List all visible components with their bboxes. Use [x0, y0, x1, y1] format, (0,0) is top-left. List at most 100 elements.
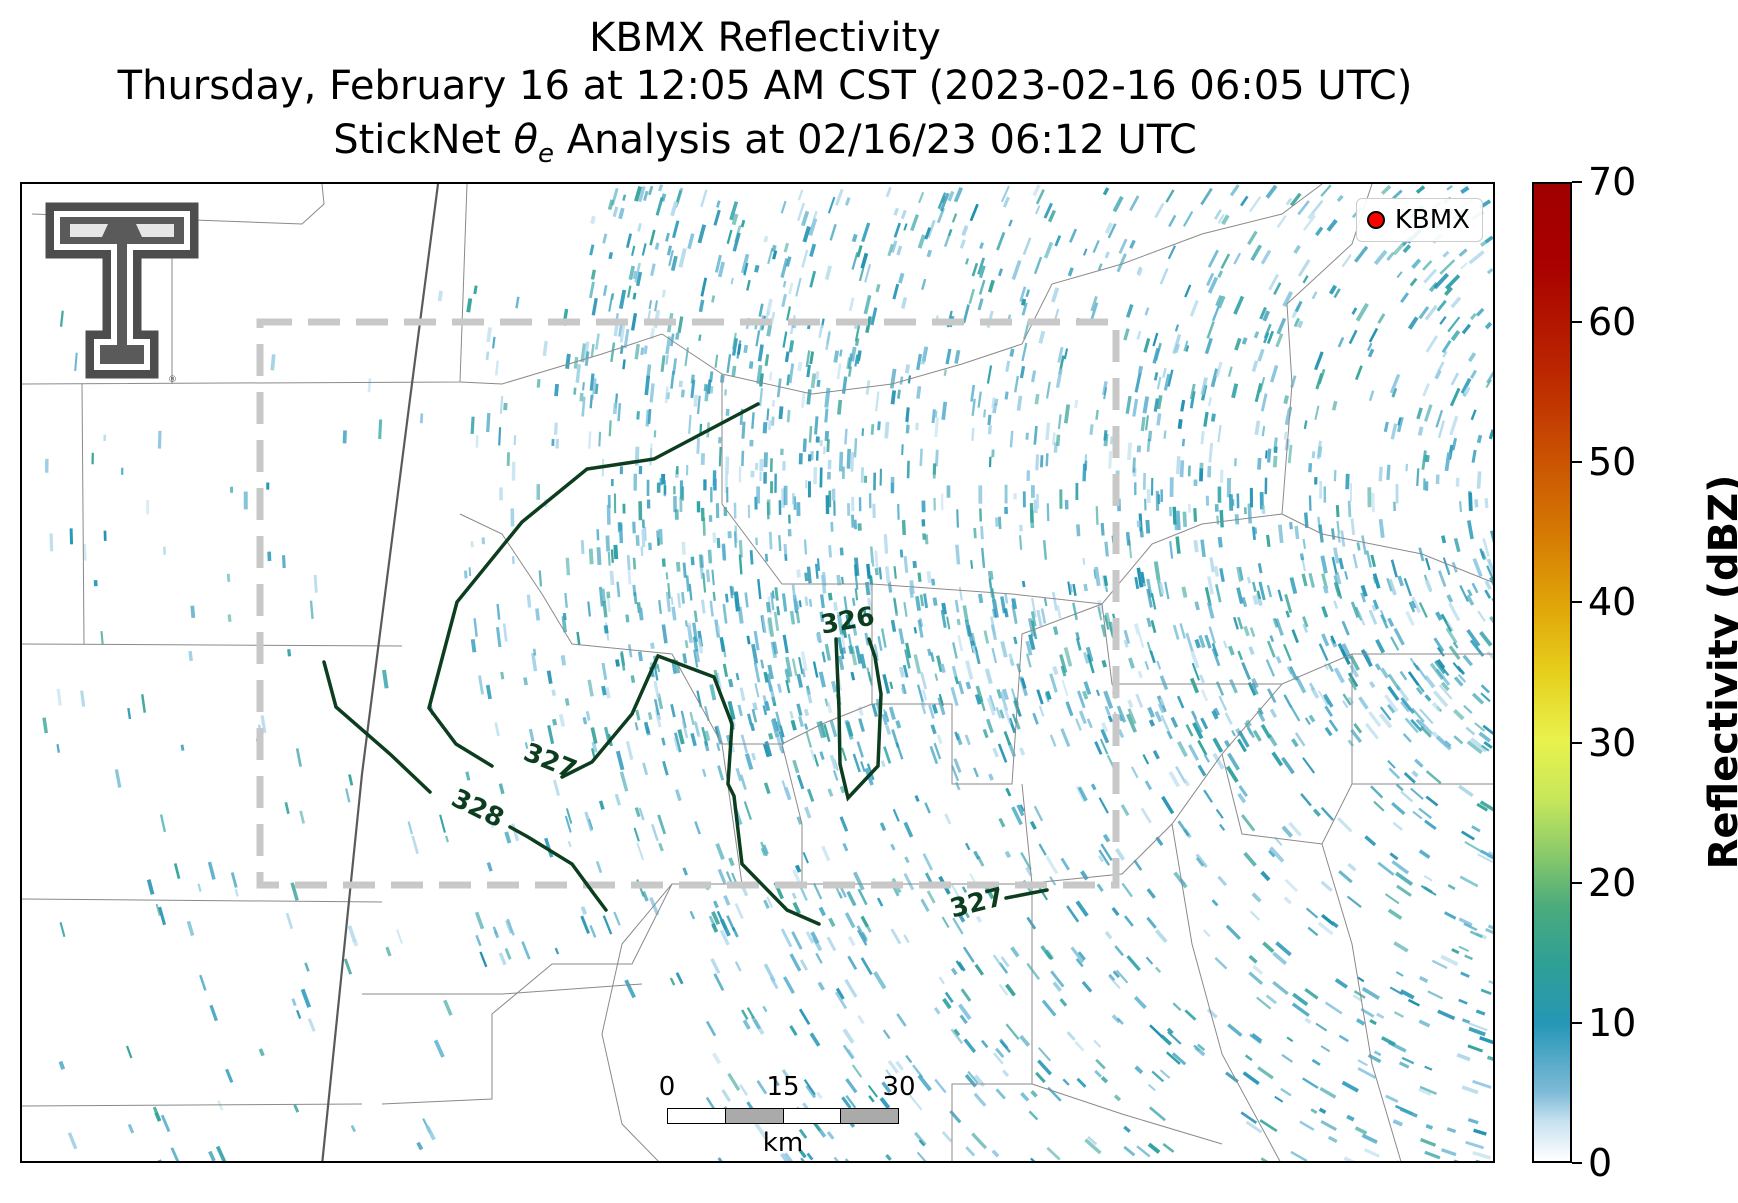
- echo-gate: [1311, 1058, 1321, 1066]
- echo-gate: [188, 650, 193, 662]
- echo-gate: [852, 871, 865, 891]
- echo-gate: [1361, 1133, 1378, 1144]
- echo-gate: [1341, 1080, 1359, 1093]
- echo-gate: [1026, 962, 1041, 981]
- echo-gate: [670, 255, 678, 272]
- echo-gate: [952, 917, 964, 935]
- echo-gate: [956, 911, 966, 923]
- echo-gate: [1305, 907, 1319, 919]
- echo-gate: [844, 197, 851, 206]
- echo-gate: [707, 549, 713, 564]
- echo-gate: [1425, 557, 1431, 571]
- echo-gate: [816, 558, 821, 572]
- echo-gate: [890, 482, 894, 494]
- echo-gate: [746, 279, 751, 291]
- echo-gate: [1248, 971, 1264, 985]
- echo-gate: [1059, 489, 1063, 509]
- echo-gate: [840, 649, 845, 660]
- echo-gate: [1123, 629, 1131, 645]
- echo-gate: [581, 396, 586, 417]
- echo-gate: [608, 420, 612, 437]
- echo-gate: [955, 733, 963, 746]
- echo-gate: [843, 596, 848, 612]
- echo-gate: [1041, 999, 1057, 1017]
- echo-gate: [610, 342, 616, 363]
- echo-gate: [798, 1149, 807, 1159]
- echo-gate: [1060, 728, 1071, 748]
- echo-gate: [708, 515, 713, 522]
- echo-gate: [823, 723, 831, 743]
- echo-gate: [1213, 565, 1220, 577]
- echo-gate: [564, 815, 572, 833]
- echo-gate: [1303, 420, 1308, 430]
- echo-gate: [656, 530, 660, 539]
- contour-328: [322, 660, 608, 912]
- echo-gate: [961, 225, 969, 237]
- echo-gate: [1203, 411, 1209, 427]
- echo-gate: [758, 388, 764, 407]
- echo-gate: [991, 449, 995, 458]
- echo-gate: [816, 379, 821, 388]
- echo-gate: [1439, 259, 1456, 275]
- echo-gate: [140, 694, 146, 713]
- echo-gate: [661, 289, 666, 298]
- echo-gate: [780, 258, 789, 279]
- echo-gate: [1146, 916, 1157, 929]
- echo-gate: [1063, 647, 1073, 667]
- echo-gate: [901, 683, 907, 695]
- echo-gate: [995, 1088, 1006, 1100]
- echo-gate: [1245, 1120, 1263, 1134]
- echo-gate: [854, 338, 860, 347]
- echo-gate: [1446, 185, 1453, 191]
- echo-gate: [1418, 849, 1431, 860]
- echo-gate: [893, 222, 902, 238]
- echo-gate: [674, 509, 679, 520]
- echo-gate: [711, 295, 716, 303]
- colorbar-tick-label: 50: [1588, 440, 1637, 485]
- echo-gate: [795, 601, 800, 611]
- echo-gate: [1371, 492, 1375, 513]
- echo-gate: [1346, 1114, 1355, 1122]
- echo-gate: [1440, 954, 1459, 967]
- echo-gate: [91, 452, 94, 465]
- analysis-domain-box: [256, 318, 1120, 889]
- echo-gate: [644, 375, 651, 396]
- echo-gate: [1405, 610, 1415, 626]
- echo-gate: [1049, 673, 1058, 693]
- echo-gate: [879, 1096, 891, 1110]
- echo-gate: [1217, 213, 1225, 224]
- echo-gate: [1011, 806, 1023, 826]
- echo-gate: [960, 988, 972, 1002]
- echo-gate: [766, 896, 774, 909]
- echo-gate: [783, 1152, 793, 1161]
- echo-gate: [342, 430, 347, 444]
- echo-gate: [1472, 1079, 1492, 1089]
- echo-gate: [622, 359, 626, 370]
- echo-gate: [916, 386, 922, 399]
- echo-gate: [1304, 717, 1311, 725]
- echo-gate: [828, 545, 832, 558]
- echo-gate: [809, 243, 817, 257]
- echo-gate: [768, 371, 773, 381]
- echo-gate: [1366, 342, 1373, 352]
- echo-gate: [1411, 770, 1419, 778]
- echo-gate: [1418, 306, 1430, 320]
- echo-gate: [904, 856, 910, 864]
- echo-gate: [1471, 582, 1479, 594]
- echo-gate: [717, 765, 725, 781]
- colorbar-tick-mark: [1572, 881, 1582, 884]
- radar-map[interactable]: 327 328 326 327 ® KBMX 0 15 30 km: [20, 182, 1495, 1163]
- echo-gate: [991, 1149, 1000, 1158]
- echo-gate: [759, 471, 762, 482]
- echo-gate: [857, 1014, 865, 1025]
- echo-gate: [913, 654, 922, 674]
- echo-gate: [56, 744, 60, 753]
- echo-gate: [1447, 884, 1456, 891]
- echo-gate: [1424, 1150, 1441, 1160]
- echo-gate: [743, 344, 749, 354]
- echo-gate: [866, 667, 872, 682]
- echo-gate: [1154, 202, 1165, 219]
- echo-gate: [786, 374, 791, 386]
- echo-gate: [1034, 393, 1040, 405]
- echo-gate: [1035, 189, 1045, 205]
